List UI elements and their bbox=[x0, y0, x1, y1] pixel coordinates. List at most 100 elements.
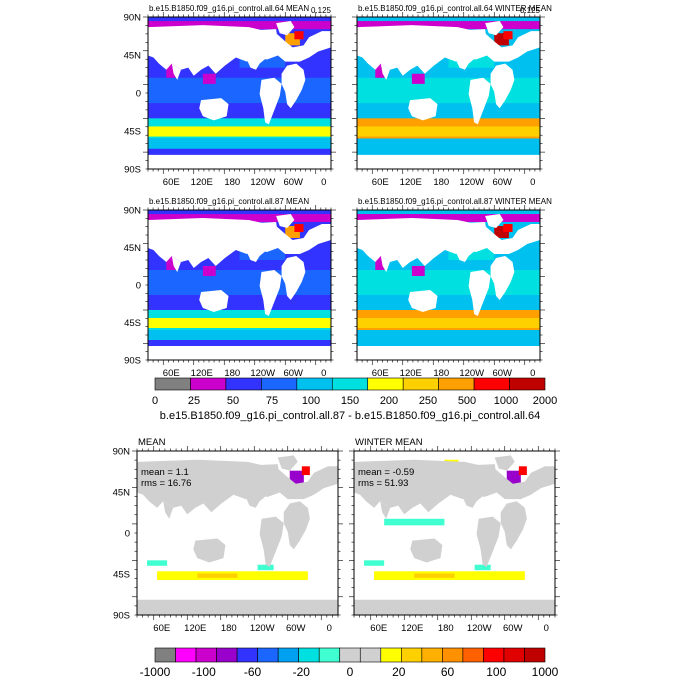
lon-label: 60E bbox=[372, 368, 389, 379]
lon-label: 120E bbox=[184, 623, 206, 634]
lat-label: 45S bbox=[113, 570, 130, 581]
lon-label: 0 bbox=[530, 177, 535, 188]
colorbar-label: 75 bbox=[266, 395, 278, 407]
map-panel-p3: 90N 45N 0 45S 90S 60E 120E 180 120W 60W 0 b.e15.B18… bbox=[124, 197, 336, 379]
lon-label: 120E bbox=[400, 368, 422, 379]
colorbar-bottom: -1000 -100 -60 -20 0 20 60 100 1000 bbox=[140, 647, 559, 679]
lon-label: 180 bbox=[438, 623, 454, 634]
colorbar-swatch bbox=[524, 647, 546, 663]
colorbar-label: 0 bbox=[152, 395, 158, 407]
lat-label: 90S bbox=[124, 165, 141, 176]
colorbar-swatch bbox=[509, 377, 546, 391]
colorbar-label: 0 bbox=[347, 665, 354, 679]
colorbar-swatch bbox=[175, 647, 197, 663]
lon-label: 0 bbox=[321, 368, 326, 379]
lon-label: 180 bbox=[433, 177, 449, 188]
stats-text: rms = 51.93 bbox=[358, 478, 408, 489]
colorbar-swatch bbox=[216, 647, 238, 663]
lon-label: 60W bbox=[286, 623, 306, 634]
colorbar-swatch bbox=[442, 647, 464, 663]
map-panel-p1: 90N 45N 0 45S 90S 60E 120E 180 120W 60W 0 b.e15.B18… bbox=[124, 4, 336, 188]
lon-label: 120E bbox=[191, 177, 213, 188]
colorbar-swatch bbox=[402, 377, 439, 391]
colorbar-label: -60 bbox=[244, 665, 262, 679]
panel-title: b.e15.B1850.f09_g16.pi_control.all.64 WI… bbox=[358, 4, 552, 13]
colorbar-label: 50 bbox=[227, 395, 239, 407]
lon-label: 180 bbox=[224, 368, 240, 379]
lon-label: 60E bbox=[163, 368, 180, 379]
colorbar-title: b.e15.B1850.f09_g16.pi_control.all.87 - … bbox=[160, 410, 540, 422]
colorbar-swatch bbox=[296, 377, 333, 391]
colorbar-top: 0 25 50 75 100 150 200 250 500 1000 2000 b.e15.B185… bbox=[152, 377, 557, 422]
panel-right-label: 0.125 bbox=[311, 6, 332, 15]
lon-label: 0 bbox=[544, 623, 549, 634]
colorbar-label: -100 bbox=[192, 665, 216, 679]
colorbar-swatch bbox=[401, 647, 423, 663]
lon-label: 120W bbox=[250, 623, 275, 634]
colorbar-swatch bbox=[298, 647, 320, 663]
colorbar-label: 1000 bbox=[494, 395, 518, 407]
colorbar-label: 20 bbox=[392, 665, 406, 679]
panel-title: b.e15.B1850.f09_g16.pi_control.all.87 ME… bbox=[149, 197, 309, 206]
colorbar-swatch bbox=[190, 377, 227, 391]
colorbar-swatch bbox=[367, 377, 404, 391]
colorbar-swatch bbox=[318, 647, 341, 663]
lat-label: 45S bbox=[124, 127, 141, 138]
colorbar-swatch bbox=[359, 647, 382, 663]
lat-label: 45N bbox=[124, 51, 142, 62]
colorbar-label: 250 bbox=[419, 395, 437, 407]
colorbar-label: 60 bbox=[441, 665, 455, 679]
lat-label: 0 bbox=[136, 89, 141, 100]
lat-label: 90N bbox=[113, 447, 131, 458]
lon-label: 0 bbox=[327, 623, 332, 634]
lon-label: 120E bbox=[191, 368, 213, 379]
lon-label: 60E bbox=[370, 623, 387, 634]
lat-label: 45N bbox=[124, 243, 142, 254]
lon-label: 60W bbox=[492, 368, 512, 379]
lat-label: 90N bbox=[124, 13, 142, 24]
panel-title: MEAN bbox=[138, 437, 166, 448]
lon-label: 120W bbox=[459, 368, 484, 379]
lat-label: 45S bbox=[124, 318, 141, 329]
panel-title: WINTER MEAN bbox=[355, 437, 423, 448]
lon-label: 60W bbox=[492, 177, 512, 188]
lon-label: 0 bbox=[321, 177, 326, 188]
lon-label: 180 bbox=[221, 623, 237, 634]
colorbar-label: 100 bbox=[302, 395, 320, 407]
colorbar-swatch bbox=[261, 377, 298, 391]
colorbar-swatch bbox=[473, 377, 510, 391]
lon-label: 120W bbox=[250, 177, 275, 188]
panel-title: b.e15.B1850.f09_g16.pi_control.all.64 ME… bbox=[149, 4, 309, 13]
lon-label: 180 bbox=[433, 368, 449, 379]
lon-label: 60E bbox=[163, 177, 180, 188]
colorbar-swatch bbox=[462, 647, 484, 663]
lon-label: 60W bbox=[283, 177, 303, 188]
colorbar-swatch bbox=[195, 647, 217, 663]
colorbar-swatch bbox=[225, 377, 262, 391]
colorbar-label: -20 bbox=[293, 665, 311, 679]
stats-text: mean = 1.1 bbox=[141, 467, 189, 478]
colorbar-label: 100 bbox=[486, 665, 506, 679]
colorbar-swatch bbox=[438, 377, 475, 391]
lon-label: 120E bbox=[400, 177, 422, 188]
map-panel-p4: 60E 120E 180 120W 60W 0 b.e15.B1850.f09_g16.pi… bbox=[352, 197, 552, 379]
lat-label: 90S bbox=[113, 611, 130, 622]
colorbar-swatch bbox=[257, 647, 279, 663]
lon-label: 60E bbox=[153, 623, 170, 634]
colorbar-swatch bbox=[380, 647, 402, 663]
lat-label: 90S bbox=[124, 356, 141, 367]
lon-label: 120W bbox=[250, 368, 275, 379]
colorbar-swatch bbox=[483, 647, 505, 663]
lon-label: 120W bbox=[459, 177, 484, 188]
lat-label: 45N bbox=[113, 488, 131, 499]
map-panel-p2: 60E 120E 180 120W 60W 0 b.e15.B1850.f09_g16.pi… bbox=[352, 4, 552, 188]
lon-label: 60W bbox=[283, 368, 303, 379]
colorbar-swatch bbox=[503, 647, 525, 663]
colorbar-swatch bbox=[154, 377, 191, 391]
colorbar-label: 200 bbox=[380, 395, 398, 407]
lon-label: 60W bbox=[503, 623, 523, 634]
panel-title: b.e15.B1850.f09_g16.pi_control.all.87 WI… bbox=[358, 197, 552, 206]
stats-text: rms = 16.76 bbox=[141, 478, 191, 489]
stats-text: mean = -0.59 bbox=[358, 467, 414, 478]
